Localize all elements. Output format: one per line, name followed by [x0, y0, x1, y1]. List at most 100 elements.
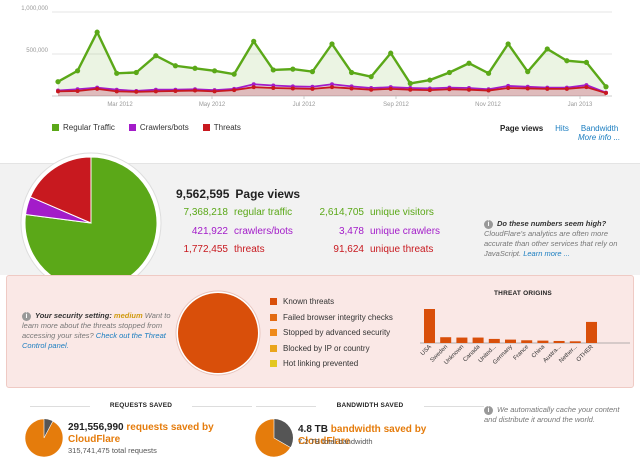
- point-crawlers: [251, 82, 256, 87]
- point-regular: [211, 68, 218, 74]
- stat-unique-threats-label: unique threats: [370, 244, 434, 255]
- threat-legend-browser: Failed browser integrity checks: [270, 310, 393, 326]
- point-threats: [271, 86, 276, 91]
- point-regular: [368, 74, 374, 80]
- point-threats: [349, 86, 354, 91]
- point-threats: [310, 86, 315, 91]
- point-threats: [545, 86, 550, 91]
- point-regular: [55, 79, 61, 85]
- stat-crawlers: 421,922 crawlers/bots: [176, 226, 293, 237]
- bandwidth-saved-line: 4.8 TB bandwidth saved by CloudFlare: [298, 424, 478, 448]
- point-regular: [153, 53, 159, 59]
- point-regular: [505, 41, 511, 47]
- pie-slice-regular: [24, 156, 158, 290]
- stat-threats: 1,772,455 threats: [176, 244, 265, 255]
- legend-swatch-regular: [52, 124, 59, 131]
- point-threats: [408, 87, 413, 92]
- point-threats: [427, 88, 432, 93]
- point-regular: [466, 60, 472, 66]
- legend-regular-traffic[interactable]: Regular Traffic: [52, 123, 115, 132]
- point-threats: [447, 87, 452, 92]
- point-threats: [114, 89, 119, 94]
- origin-bar-10: [586, 321, 597, 343]
- stat-regular: 7,368,218 regular traffic: [176, 207, 293, 218]
- point-regular: [251, 38, 257, 45]
- page-views-number: 9,562,595: [176, 187, 230, 201]
- point-threats: [212, 89, 217, 94]
- point-crawlers: [330, 82, 334, 87]
- threat-swatch-hotlink: [270, 360, 277, 368]
- threat-legend-ip: Blocked by IP or country: [270, 341, 393, 357]
- point-regular: [290, 66, 296, 72]
- point-regular: [309, 69, 316, 75]
- origin-label: USA: [420, 344, 433, 357]
- point-threats: [388, 86, 393, 91]
- legend-crawlers[interactable]: Crawlers/bots: [128, 123, 189, 132]
- legend-swatch-threats: [202, 124, 210, 131]
- point-regular: [348, 69, 355, 76]
- stat-unique-crawlers: 3,478 unique crawlers: [312, 226, 440, 237]
- stat-unique-crawlers-label: unique crawlers: [370, 226, 441, 237]
- requests-saved-pie: [24, 418, 64, 458]
- point-threats: [290, 86, 295, 91]
- legend-threats[interactable]: Threats: [202, 123, 241, 132]
- tab-bandwidth[interactable]: Bandwidth: [580, 124, 619, 133]
- point-threats: [525, 86, 530, 91]
- origin-bar-5: [505, 339, 516, 343]
- requests-total-label: total requests: [111, 446, 157, 455]
- stat-threats-number: 1,772,455: [183, 244, 229, 255]
- point-threats: [251, 85, 256, 90]
- series-area-crawlers: [58, 84, 606, 96]
- bandwidth-pie-slice-saved: [254, 418, 291, 458]
- point-regular: [74, 68, 81, 74]
- learn-more-link[interactable]: Learn more ...: [523, 249, 570, 258]
- threat-legend-advanced: Stopped by advanced security: [270, 325, 393, 341]
- point-threats: [564, 86, 569, 91]
- requests-total-number: 315,741,475: [68, 446, 110, 455]
- point-regular: [525, 69, 531, 75]
- bandwidth-total-number: 7.2 TB: [298, 437, 320, 446]
- threat-legend-hotlink: Hot linking prevented: [270, 356, 393, 372]
- legend-swatch-crawlers: [128, 124, 136, 131]
- threat-legend: Known threats Failed browser integrity c…: [270, 294, 393, 372]
- point-threats: [75, 88, 80, 93]
- point-threats: [173, 88, 178, 93]
- origin-label: Nether...: [558, 344, 579, 365]
- threat-control-link[interactable]: Check out the Threat Control panel.: [22, 331, 166, 350]
- x-tick-label: May 2012: [199, 102, 226, 108]
- chart-legend: Regular Traffic Crawlers/bots Threats: [52, 123, 241, 132]
- security-panel: [6, 275, 634, 388]
- point-threats: [56, 89, 60, 94]
- threat-origins-title: THREAT ORIGINS: [494, 290, 552, 297]
- stat-crawlers-label: crawlers/bots: [234, 226, 293, 237]
- metric-tabs: Page views Hits Bandwidth: [500, 124, 618, 133]
- y-tick-label: 1,000,000: [21, 6, 48, 12]
- point-threats: [95, 86, 100, 91]
- point-regular: [407, 80, 413, 86]
- point-regular: [583, 59, 590, 65]
- series-area-threats: [58, 87, 606, 96]
- tab-hits[interactable]: Hits: [555, 124, 569, 133]
- threat-origins-chart: USASwedenUnknownCanadaUnited...GermanyFr…: [420, 309, 630, 366]
- x-tick-label: Mar 2012: [107, 102, 133, 108]
- point-regular: [603, 84, 609, 90]
- security-body: Want to learn more about the threats sto…: [22, 311, 171, 340]
- point-regular: [544, 46, 550, 52]
- point-regular: [446, 69, 453, 76]
- point-threats: [232, 88, 237, 93]
- point-threats: [134, 89, 139, 94]
- point-threats: [369, 87, 374, 92]
- point-regular: [564, 58, 570, 64]
- tab-page-views[interactable]: Page views: [500, 124, 544, 133]
- stat-crawlers-number: 421,922: [191, 226, 228, 237]
- requests-saved-line: 291,556,990 requests saved by CloudFlare: [68, 422, 218, 446]
- page-views-label: Page views: [235, 187, 301, 201]
- y-tick-label: 500,000: [26, 48, 48, 54]
- bandwidth-saved-number: 4.8 TB: [298, 424, 329, 435]
- threats-pie: [175, 290, 261, 376]
- more-info-link[interactable]: More info ...: [578, 133, 621, 142]
- point-regular: [270, 67, 276, 73]
- origin-label: France: [513, 344, 531, 362]
- point-threats: [193, 88, 197, 93]
- origin-bar-8: [553, 340, 565, 343]
